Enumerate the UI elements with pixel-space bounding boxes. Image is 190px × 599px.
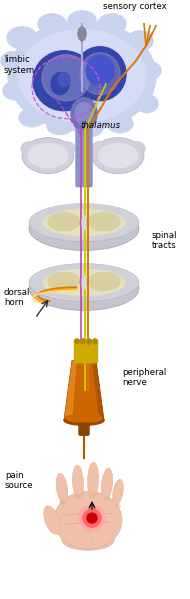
FancyBboxPatch shape [93,340,97,363]
Ellipse shape [72,465,84,499]
Ellipse shape [29,207,139,250]
Ellipse shape [80,279,88,286]
Ellipse shape [8,21,156,131]
Ellipse shape [57,141,75,156]
Ellipse shape [92,138,144,174]
Ellipse shape [44,506,60,534]
Ellipse shape [58,72,70,87]
Ellipse shape [22,138,74,174]
Text: sensory cortex: sensory cortex [103,2,167,11]
Ellipse shape [29,267,139,310]
Ellipse shape [109,141,127,156]
FancyBboxPatch shape [81,340,86,363]
FancyBboxPatch shape [86,340,92,363]
Ellipse shape [68,11,96,31]
Text: pain
source: pain source [5,471,34,490]
Ellipse shape [66,415,102,422]
Ellipse shape [80,219,88,226]
Ellipse shape [88,273,120,291]
Ellipse shape [64,415,104,425]
Ellipse shape [18,30,146,122]
Ellipse shape [29,264,139,301]
FancyBboxPatch shape [74,340,79,363]
Ellipse shape [87,513,97,523]
Ellipse shape [77,119,103,137]
Ellipse shape [28,144,68,168]
Ellipse shape [76,495,80,498]
Ellipse shape [91,492,95,495]
Ellipse shape [98,14,126,34]
Ellipse shape [7,27,37,49]
Ellipse shape [82,216,86,229]
Ellipse shape [86,56,114,86]
Ellipse shape [43,210,125,235]
Ellipse shape [87,339,91,344]
Ellipse shape [83,509,101,527]
Ellipse shape [56,473,68,503]
Ellipse shape [21,141,39,156]
Ellipse shape [101,468,113,500]
Polygon shape [92,361,104,420]
Ellipse shape [62,530,114,550]
Ellipse shape [29,204,139,241]
Ellipse shape [54,491,122,549]
Ellipse shape [71,98,97,129]
Text: thalamus: thalamus [80,120,120,129]
Ellipse shape [48,273,80,291]
Ellipse shape [98,144,138,168]
Text: peripheral
nerve: peripheral nerve [122,368,166,388]
Ellipse shape [127,141,145,156]
Ellipse shape [91,141,109,156]
Ellipse shape [47,117,73,135]
FancyBboxPatch shape [79,423,89,435]
Ellipse shape [78,27,86,41]
Ellipse shape [75,339,79,344]
Ellipse shape [107,114,133,132]
Ellipse shape [105,497,109,500]
Ellipse shape [60,501,64,504]
Text: limbic
system: limbic system [4,55,35,75]
Ellipse shape [79,505,105,531]
Ellipse shape [136,95,158,113]
Ellipse shape [87,462,99,498]
Ellipse shape [113,479,124,505]
Ellipse shape [42,55,90,101]
Text: spinal
tracts: spinal tracts [152,231,177,250]
Ellipse shape [74,47,126,101]
Ellipse shape [51,72,69,95]
Ellipse shape [1,52,23,69]
Ellipse shape [88,213,120,231]
Ellipse shape [39,141,57,156]
FancyBboxPatch shape [76,129,92,186]
Ellipse shape [75,102,93,125]
Text: dorsal
horn: dorsal horn [4,288,30,307]
Ellipse shape [19,108,45,126]
Ellipse shape [127,31,153,51]
Ellipse shape [81,339,85,344]
Ellipse shape [33,51,95,111]
Ellipse shape [80,53,120,95]
Ellipse shape [48,213,80,231]
Polygon shape [64,361,104,420]
Ellipse shape [82,276,86,289]
Ellipse shape [38,14,66,34]
Ellipse shape [43,270,125,295]
Ellipse shape [139,62,161,80]
Polygon shape [64,361,77,420]
Ellipse shape [3,81,25,99]
Ellipse shape [116,504,120,507]
Ellipse shape [93,339,97,344]
